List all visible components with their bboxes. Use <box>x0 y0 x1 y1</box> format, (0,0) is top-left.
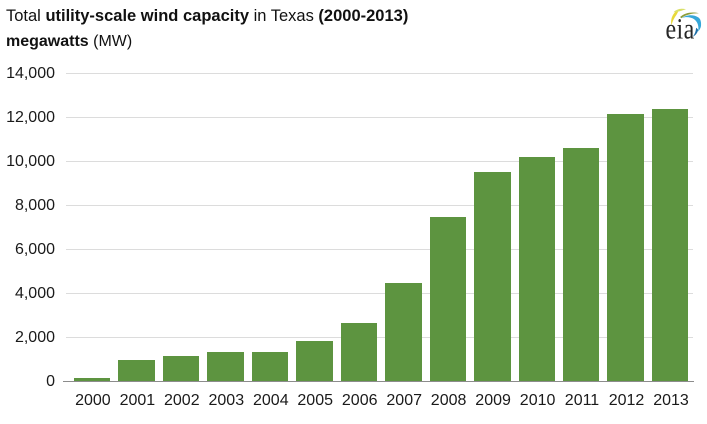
svg-text:eia: eia <box>666 12 695 45</box>
